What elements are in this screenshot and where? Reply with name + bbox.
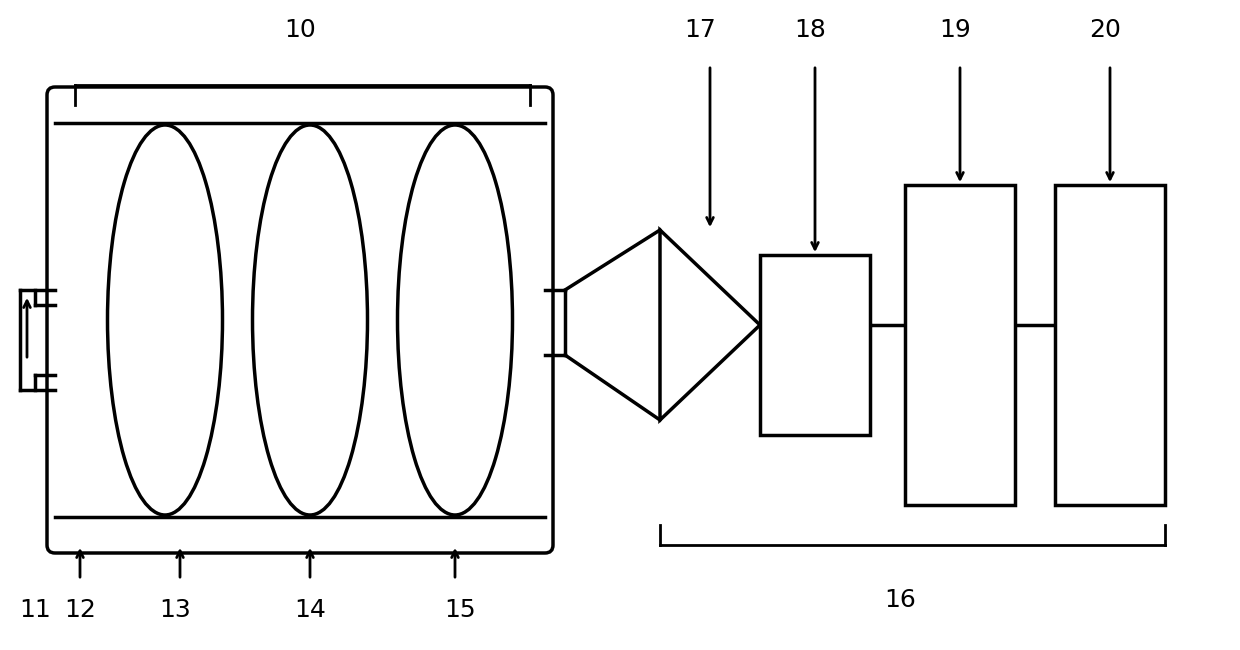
Text: 11: 11 xyxy=(19,598,51,622)
Polygon shape xyxy=(660,230,760,420)
Text: 13: 13 xyxy=(159,598,191,622)
Text: 19: 19 xyxy=(939,18,971,42)
Ellipse shape xyxy=(108,125,222,515)
Text: 17: 17 xyxy=(684,18,715,42)
Text: 10: 10 xyxy=(284,18,316,42)
Ellipse shape xyxy=(398,125,512,515)
Text: 15: 15 xyxy=(444,598,476,622)
Text: 16: 16 xyxy=(884,588,916,612)
Bar xyxy=(760,255,870,435)
Text: 12: 12 xyxy=(64,598,95,622)
Bar xyxy=(1055,185,1166,505)
Bar xyxy=(905,185,1016,505)
FancyBboxPatch shape xyxy=(47,87,553,553)
Text: 14: 14 xyxy=(294,598,326,622)
Text: 20: 20 xyxy=(1089,18,1121,42)
Text: 18: 18 xyxy=(794,18,826,42)
Ellipse shape xyxy=(253,125,367,515)
